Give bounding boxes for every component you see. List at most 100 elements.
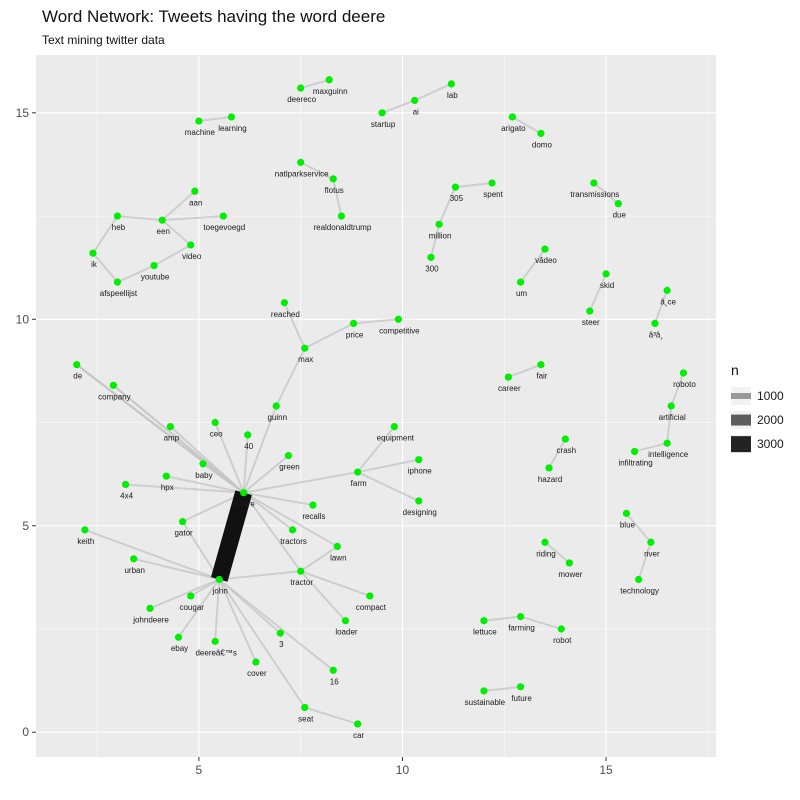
node-learning (227, 113, 236, 121)
node-label: john (212, 586, 228, 595)
node-label: amp (164, 434, 180, 443)
legend-item: 1000 (731, 384, 797, 408)
legend-swatch (731, 436, 751, 452)
edge-riding-mower (544, 541, 571, 564)
edge-sustainable-future (483, 685, 521, 692)
node-label: cougar (179, 603, 204, 612)
edge-seat-car (304, 706, 358, 725)
legend-key (731, 411, 751, 429)
node-label: crash (557, 446, 577, 455)
node-label: car (353, 731, 364, 740)
node-label: roboto (673, 380, 696, 389)
node-ik (89, 249, 97, 257)
node-compact (366, 592, 374, 600)
node-label: deere (234, 500, 255, 509)
node-label: baby (195, 471, 212, 480)
y-tick-label: 5 (22, 519, 29, 533)
node-intelligence (663, 439, 671, 447)
y-tick-label: 10 (16, 312, 30, 326)
node-label: â³â¸ (649, 330, 663, 339)
nodes-layer (73, 76, 688, 728)
node-label: river (644, 549, 660, 558)
node-career (504, 373, 512, 381)
node-transmissions (590, 179, 598, 187)
node-label: een (157, 227, 170, 236)
edge-career-fair (507, 363, 542, 378)
node-label: blue (620, 520, 636, 529)
edge-youtube-video (153, 244, 192, 267)
edge-4x4-deere (125, 483, 244, 494)
node-competitive (394, 315, 402, 323)
node-300 (427, 253, 435, 261)
node-arigato (508, 113, 517, 121)
node-max (301, 344, 309, 352)
legend-label: 1000 (757, 389, 784, 403)
node-â¸ce (663, 286, 671, 294)
edge-tractor-john (219, 570, 301, 581)
node-john (215, 575, 223, 584)
edge-lawn-tractor (300, 545, 338, 572)
node-lab (447, 80, 455, 88)
node-label: riding (536, 549, 556, 558)
chart-subtitle: Text mining twitter data (42, 33, 165, 47)
edge-deereâ€™s-john (214, 579, 221, 642)
node-label: infiltrating (618, 458, 652, 467)
x-tick-label: 15 (599, 763, 613, 777)
node-label: tractor (290, 578, 313, 587)
node-label: ebay (171, 644, 188, 653)
edge-lawn-deere (243, 491, 338, 548)
node-305 (451, 183, 460, 191)
edge-price-competitive (353, 318, 399, 325)
node-label: farming (508, 624, 535, 633)
edge-farm-deere (243, 471, 358, 494)
node-label: 40 (244, 442, 253, 451)
node-label: de (73, 372, 82, 381)
node-label: equipment (377, 434, 415, 443)
node-hazard (545, 464, 553, 472)
node-label: skid (600, 281, 614, 290)
legend-label: 3000 (757, 437, 784, 451)
legend-items: 1000 2000 3000 (731, 384, 797, 456)
edge-de-deere (75, 363, 245, 494)
node-baby (199, 460, 207, 468)
edge-een-video (161, 219, 192, 246)
x-tick-label: 5 (196, 763, 203, 777)
legend-swatch (731, 392, 751, 400)
edge-million-300 (430, 224, 441, 258)
legend-key (731, 387, 751, 405)
node-label: company (98, 392, 130, 401)
node-label: career (498, 384, 521, 393)
axis-ticks-layer: 5 10 15 0 5 10 15 (16, 106, 613, 777)
node-future (516, 683, 525, 691)
node-label: deereâ€™s (195, 648, 236, 657)
node-keith (81, 526, 89, 534)
node-label: johndeere (132, 615, 169, 624)
node-label: sustainable (465, 698, 506, 707)
edge-tractor-deere (242, 492, 302, 572)
major-gridlines (36, 55, 716, 757)
node-tractor (297, 567, 305, 575)
edge-vâ­deo-um (519, 248, 546, 283)
edge-loader-tractor (299, 570, 347, 622)
edge-305-million (438, 186, 457, 225)
node-designing (415, 497, 423, 505)
node-label: arigato (501, 124, 526, 133)
node-due (614, 200, 622, 208)
node-infiltrating (630, 447, 639, 456)
node-realdonaldtrump (337, 212, 345, 220)
node-label: aan (189, 198, 202, 207)
edge-ik-afspeellijst (92, 252, 119, 283)
x-tick-label: 10 (396, 763, 410, 777)
node-tractors (288, 526, 297, 534)
node-deereâ€™s (211, 637, 219, 645)
node-deereco (297, 84, 305, 92)
node-label: transmissions (570, 190, 619, 199)
node-mower (565, 559, 574, 567)
node-natlparkservice (297, 158, 305, 166)
node-label: 305 (450, 194, 464, 203)
legend-item: 2000 (731, 408, 797, 432)
node-label: robot (553, 636, 572, 645)
node-ceo (211, 418, 219, 427)
edge-urban-john (133, 557, 220, 581)
